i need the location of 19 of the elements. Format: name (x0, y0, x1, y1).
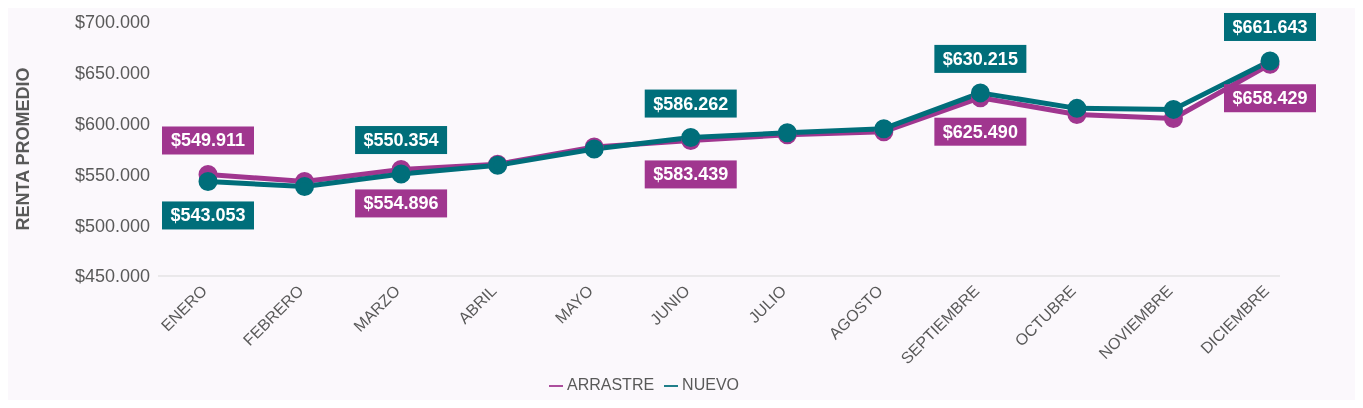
data-label: $661.643 (1232, 16, 1308, 37)
data-label: $543.053 (170, 205, 246, 226)
data-label: $630.215 (942, 48, 1018, 69)
y-tick-label: $500.000 (74, 215, 150, 236)
data-label: $583.439 (653, 164, 729, 185)
legend-label: ARRASTRE (566, 376, 655, 393)
data-label: $549.911 (170, 130, 246, 151)
y-tick-label: $700.000 (74, 12, 150, 33)
y-tick-label: $550.000 (74, 164, 150, 185)
y-tick-label: $600.000 (74, 113, 150, 134)
y-tick-label: $650.000 (74, 63, 150, 84)
data-label: $554.896 (363, 193, 439, 214)
data-label: $658.429 (1232, 88, 1308, 109)
data-label: $625.490 (942, 121, 1018, 142)
legend-label: NUEVO (682, 376, 740, 393)
data-label: $550.354 (363, 130, 439, 151)
data-label: $586.262 (653, 93, 729, 114)
y-tick-label: $450.000 (74, 266, 150, 287)
y-axis-title: RENTA PROMEDIO (13, 67, 34, 231)
